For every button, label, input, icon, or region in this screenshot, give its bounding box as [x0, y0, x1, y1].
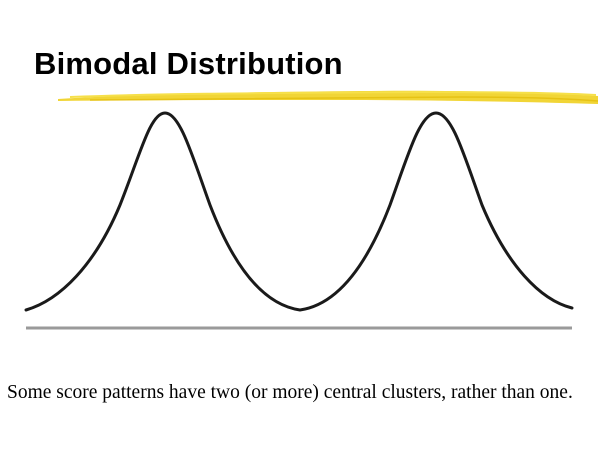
slide-title: Bimodal Distribution: [34, 46, 343, 81]
title-underline-brush-icon: [58, 90, 599, 104]
bimodal-curve: [24, 111, 574, 312]
bimodal-diagram: [24, 111, 574, 330]
slide-caption: Some score patterns have two (or more) c…: [7, 382, 573, 403]
